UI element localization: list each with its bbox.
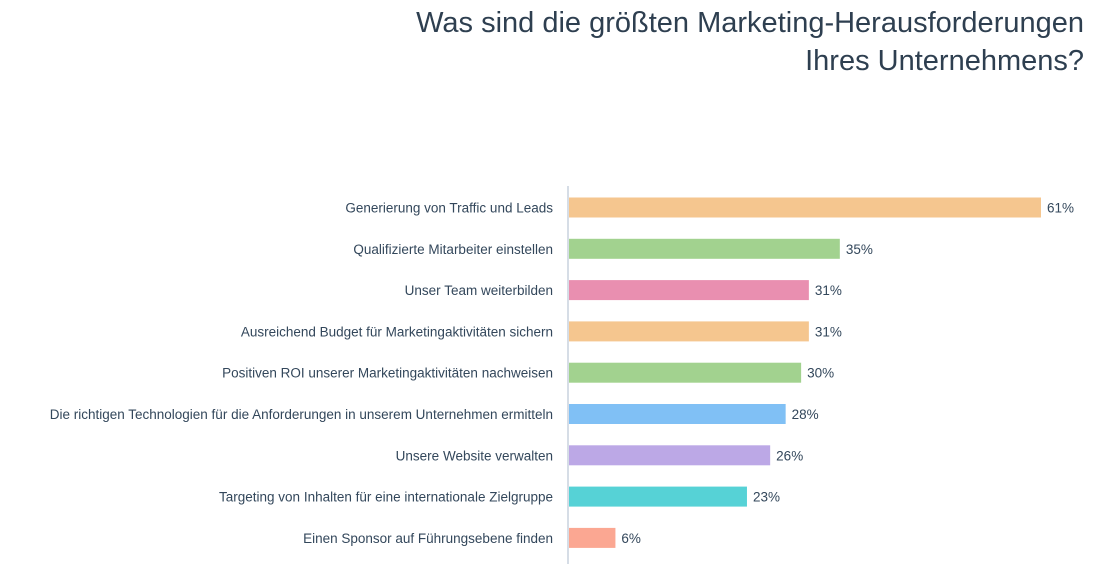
- value-label: 30%: [807, 366, 834, 381]
- bar: [569, 280, 809, 301]
- category-label: Unser Team weiterbilden: [405, 283, 553, 298]
- value-label: 23%: [753, 490, 780, 505]
- category-label: Ausreichend Budget für Marketingaktivitä…: [241, 324, 553, 339]
- value-label: 35%: [846, 242, 873, 257]
- value-label: 31%: [815, 324, 842, 339]
- bar: [569, 321, 809, 342]
- value-label: 6%: [621, 531, 641, 546]
- value-label: 61%: [1047, 201, 1074, 216]
- category-label: Targeting von Inhalten für eine internat…: [219, 490, 553, 505]
- bar: [569, 404, 786, 424]
- value-label: 31%: [815, 283, 842, 298]
- category-label: Unsere Website verwalten: [396, 448, 553, 463]
- chart-title-line-1: Was sind die größten Marketing-Herausfor…: [416, 7, 1084, 39]
- value-label: 26%: [776, 448, 803, 463]
- bars-group: Generierung von Traffic und Leads 61% Qual…: [50, 197, 1074, 548]
- category-label: Einen Sponsor auf Führungsebene finden: [303, 531, 553, 546]
- chart-title-line-2: Ihres Unternehmens?: [805, 45, 1084, 77]
- bar: [569, 362, 802, 383]
- bar: [569, 486, 747, 507]
- bar: [569, 238, 840, 259]
- value-label: 28%: [792, 407, 819, 422]
- category-label: Positiven ROI unserer Marketingaktivität…: [222, 366, 553, 381]
- category-label: Generierung von Traffic und Leads: [345, 201, 553, 216]
- category-label: Die richtigen Technologien für die Anfor…: [50, 407, 553, 422]
- bar: [569, 445, 771, 466]
- chart-title: Was sind die größten Marketing-Herausfor…: [416, 4, 1084, 80]
- bar: [569, 197, 1041, 218]
- bar: [569, 527, 616, 548]
- category-label: Qualifizierte Mitarbeiter einstellen: [353, 242, 553, 257]
